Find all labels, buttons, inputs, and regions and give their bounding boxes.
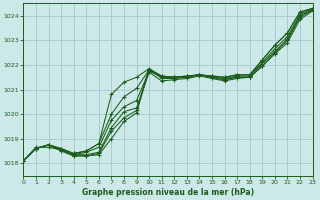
X-axis label: Graphe pression niveau de la mer (hPa): Graphe pression niveau de la mer (hPa) — [82, 188, 254, 197]
